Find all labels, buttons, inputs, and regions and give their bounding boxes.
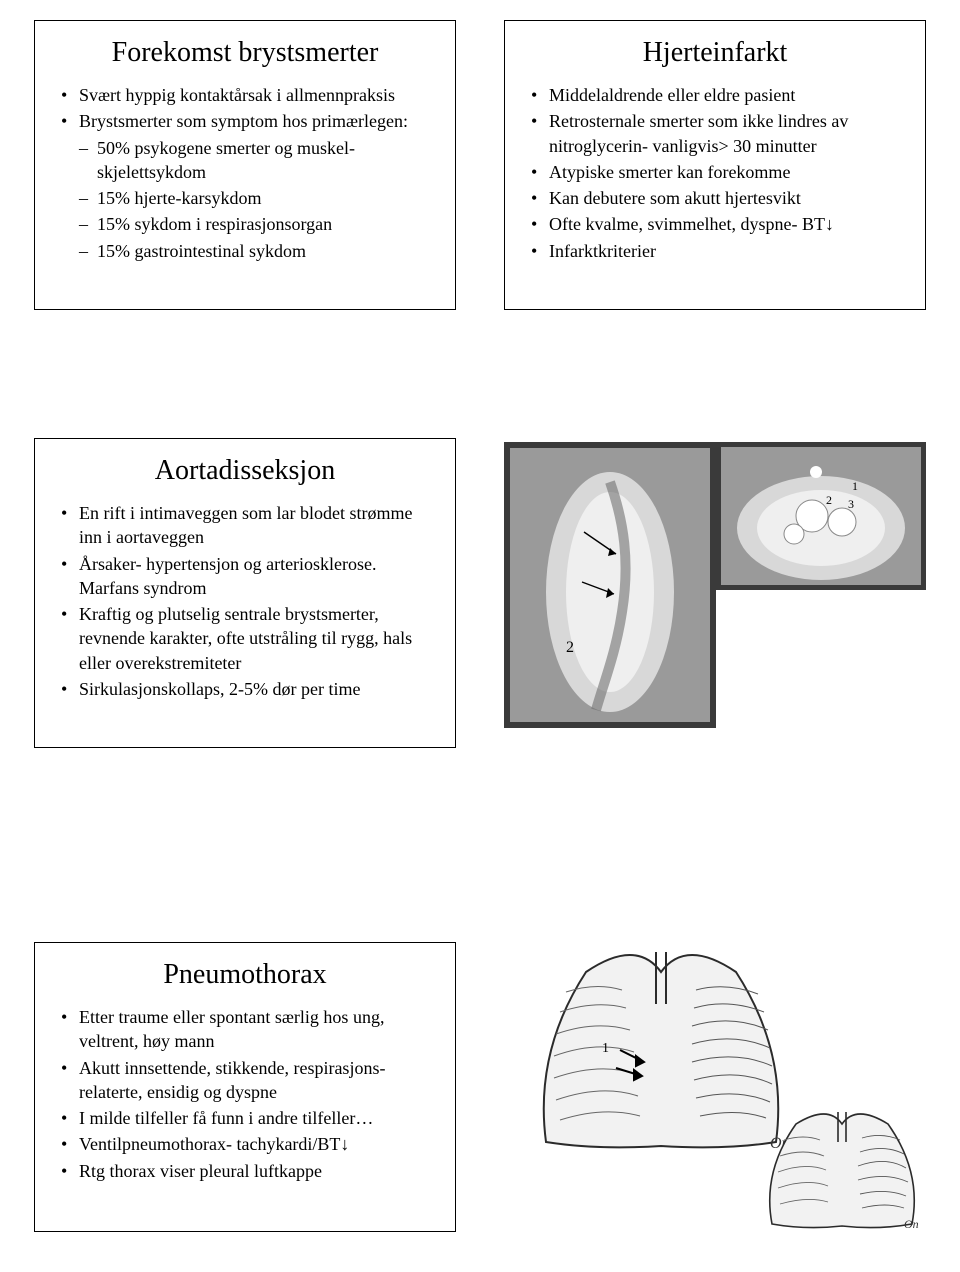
svg-text:3: 3	[848, 497, 854, 511]
bullet-item: Retrosternale smerter som ikke lindres a…	[529, 109, 901, 158]
ct-axial-image: 1 2 3	[716, 442, 926, 590]
lungs-small-svg: On	[758, 1106, 926, 1232]
sub-item: 50% psykogene smerter og muskel-skjelett…	[79, 136, 431, 185]
bullet-item: Atypiske smerter kan forekomme	[529, 160, 901, 184]
bullet-item: I milde tilfeller få funn i andre tilfel…	[59, 1106, 431, 1130]
ct-sagittal-svg: 2	[504, 442, 716, 728]
slide-lung-images: 1 On	[504, 942, 926, 1232]
svg-text:1: 1	[852, 479, 858, 493]
bullet-text: Brystsmerter som symptom hos primærlegen…	[79, 111, 408, 131]
svg-text:1: 1	[602, 1041, 609, 1056]
slide-title: Aortadisseksjon	[59, 455, 431, 487]
slide-aortadisseksjon: Aortadisseksjon En rift i intimaveggen s…	[34, 438, 456, 748]
lungs-large-svg: 1 On	[526, 942, 796, 1152]
page: Forekomst brystsmerter Svært hyppig kont…	[0, 0, 960, 1272]
bullet-list: Svært hyppig kontaktårsak i allmennpraks…	[59, 83, 431, 263]
bullet-item: Etter traume eller spontant særlig hos u…	[59, 1005, 431, 1054]
slide-hjerteinfarkt: Hjerteinfarkt Middelaldrende eller eldre…	[504, 20, 926, 310]
bullet-item: Svært hyppig kontaktårsak i allmennpraks…	[59, 83, 431, 107]
bullet-item: Akutt innsettende, stikkende, respirasjo…	[59, 1056, 431, 1105]
bullet-item: En rift i intimaveggen som lar blodet st…	[59, 501, 431, 550]
bullet-item: Kraftig og plutselig sentrale brystsmert…	[59, 602, 431, 675]
bullet-item: Sirkulasjonskollaps, 2-5% dør per time	[59, 677, 431, 701]
slide-ct-images: 2 1 2 3	[504, 438, 926, 748]
sub-item: 15% gastrointestinal sykdom	[79, 239, 431, 263]
sub-item: 15% sykdom i respirasjonsorgan	[79, 212, 431, 236]
bullet-list: En rift i intimaveggen som lar blodet st…	[59, 501, 431, 701]
slide-title: Hjerteinfarkt	[529, 37, 901, 69]
bullet-item: Middelaldrende eller eldre pasient	[529, 83, 901, 107]
slide-title: Pneumothorax	[59, 959, 431, 991]
bullet-item: Årsaker- hypertensjon og arteriosklerose…	[59, 552, 431, 601]
ct-sagittal-image: 2	[504, 442, 716, 728]
sub-item: 15% hjerte-karsykdom	[79, 186, 431, 210]
lungs-large-image: 1 On	[526, 942, 796, 1152]
lungs-small-image: On	[758, 1106, 926, 1232]
bullet-list: Etter traume eller spontant særlig hos u…	[59, 1005, 431, 1183]
ct-axial-svg: 1 2 3	[716, 442, 926, 590]
svg-text:2: 2	[826, 493, 832, 507]
bullet-item: Rtg thorax viser pleural luftkappe	[59, 1159, 431, 1183]
sub-list: 50% psykogene smerter og muskel-skjelett…	[79, 136, 431, 263]
svg-text:2: 2	[566, 639, 574, 656]
slide-pneumothorax: Pneumothorax Etter traume eller spontant…	[34, 942, 456, 1232]
bullet-item: Brystsmerter som symptom hos primærlegen…	[59, 109, 431, 263]
slide-forekomst: Forekomst brystsmerter Svært hyppig kont…	[34, 20, 456, 310]
bullet-item: Infarktkriterier	[529, 239, 901, 263]
bullet-list: Middelaldrende eller eldre pasient Retro…	[529, 83, 901, 263]
bullet-item: Kan debutere som akutt hjertesvikt	[529, 186, 901, 210]
slide-title: Forekomst brystsmerter	[59, 37, 431, 69]
bullet-item: Ofte kvalme, svimmelhet, dyspne- BT↓	[529, 212, 901, 236]
svg-text:On: On	[904, 1217, 919, 1231]
bullet-item: Ventilpneumothorax- tachykardi/BT↓	[59, 1132, 431, 1156]
